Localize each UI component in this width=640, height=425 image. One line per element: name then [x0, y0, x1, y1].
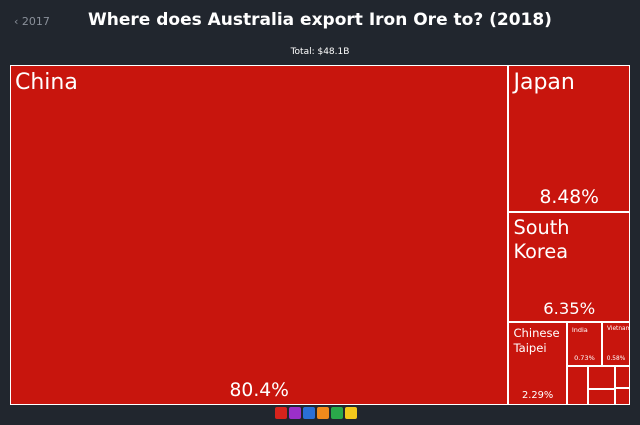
treemap-cell [566, 365, 589, 405]
chart-subtitle: Total: $48.1B [290, 47, 350, 57]
treemap-cell: Japan 8.48% [508, 65, 630, 213]
icon[interactable] [303, 407, 315, 419]
treemap-cell [615, 365, 630, 388]
treemap-cell: India 0.73% [566, 322, 603, 366]
treemap-cell [588, 365, 616, 390]
cell-label: China [15, 70, 78, 95]
chart-title: Where does Australia export Iron Ore to?… [88, 10, 552, 30]
cell-value: 0.73% [574, 353, 595, 362]
icon[interactable] [275, 407, 287, 419]
icon[interactable] [331, 407, 343, 419]
view-icons [275, 407, 357, 419]
treemap-cell [615, 387, 630, 405]
cell-value: 0.58% [606, 355, 626, 362]
icon[interactable] [345, 407, 357, 419]
cell-label: India [571, 326, 588, 335]
back-link[interactable]: ‹ 2017 [14, 15, 50, 28]
icon[interactable] [289, 407, 301, 419]
cell-value: 2.29% [522, 389, 554, 401]
cell-label: Chinese Taipei [513, 326, 560, 355]
treemap-cell: South Korea 6.35% [508, 212, 630, 323]
back-year[interactable]: 2017 [21, 15, 50, 28]
treemap-cell: Chinese Taipei 2.29% [508, 322, 567, 405]
treemap-cell [588, 389, 616, 405]
cell-label: Vietnam [607, 326, 630, 333]
cell-label: South Korea [513, 216, 570, 264]
cell-value: 80.4% [229, 380, 289, 401]
cell-label: Japan [513, 70, 575, 95]
cell-value: 6.35% [543, 299, 596, 319]
treemap-cell: China 80.4% [10, 65, 509, 405]
icon[interactable] [317, 407, 329, 419]
treemap-cell: Vietnam 0.58% [602, 322, 630, 366]
cell-value: 8.48% [539, 187, 599, 209]
